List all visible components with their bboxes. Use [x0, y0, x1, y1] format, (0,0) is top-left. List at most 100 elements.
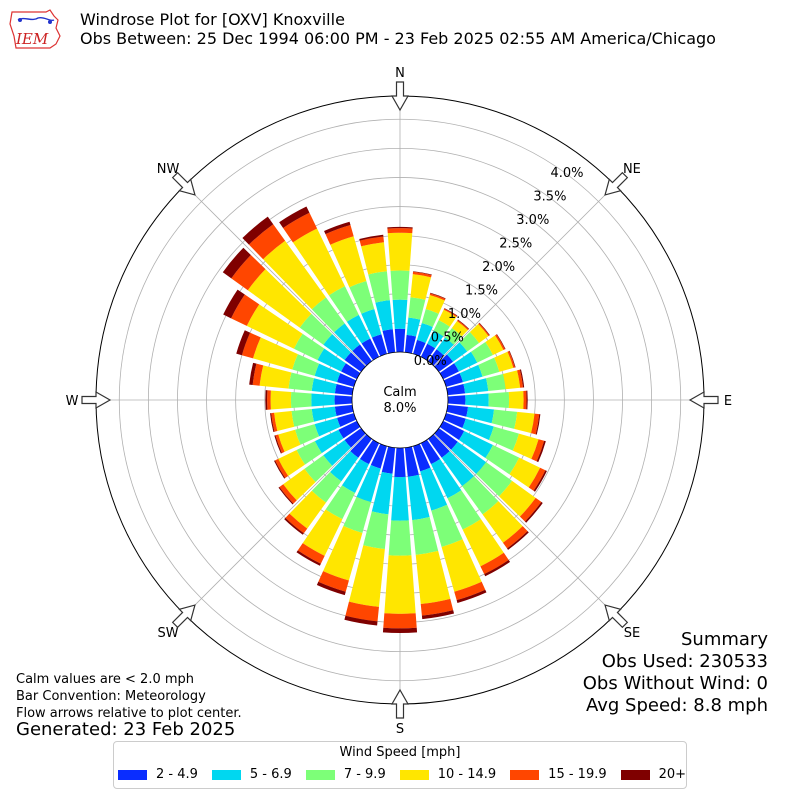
wind-bar-segment: [438, 309, 457, 327]
wind-bar-segment: [359, 234, 384, 241]
legend-item: 20+: [620, 767, 687, 782]
wind-bar-segment: [359, 236, 384, 247]
compass-label-n: N: [395, 66, 405, 81]
wind-bar-segment: [412, 271, 432, 278]
wind-bar-segment: [302, 509, 343, 556]
wind-bar-segment: [311, 297, 345, 333]
wind-bar-segment: [278, 429, 301, 452]
grid-spoke: [184, 433, 367, 616]
wind-bar-segment: [433, 320, 450, 337]
wind-bar-segment: [485, 335, 504, 356]
wind-bar-segment: [485, 444, 520, 475]
flow-arrow-nw: [171, 171, 196, 196]
wind-bar-segment: [410, 274, 432, 300]
generated-date: Generated: 23 Feb 2025: [16, 719, 236, 740]
wind-bar-segment: [368, 271, 390, 303]
wind-bar-segment: [390, 270, 410, 300]
wind-bar-segment: [387, 226, 413, 229]
wind-bar-segment: [439, 363, 459, 380]
wind-bar-segment: [388, 520, 412, 556]
wind-bar-segment: [508, 390, 524, 410]
wind-bar-segment: [337, 373, 357, 387]
wind-bar-segment: [241, 332, 261, 359]
wind-bar-segment: [304, 455, 333, 483]
wind-bar-segment: [519, 497, 542, 522]
wind-bar-segment: [465, 393, 489, 407]
wind-bar-segment: [535, 414, 541, 435]
wind-bar-segment: [462, 418, 494, 440]
wind-bar-segment: [392, 299, 408, 329]
wind-bar-segment: [246, 304, 303, 349]
legend-swatch: [305, 769, 335, 780]
flow-arrow-s: [390, 688, 410, 719]
wind-bar-segment: [430, 292, 446, 299]
wind-bar-segment: [231, 294, 260, 326]
wind-bar-segment: [436, 337, 454, 356]
wind-bar-segment: [488, 392, 510, 408]
legend-swatch: [118, 769, 147, 780]
wind-bar-segment: [480, 552, 509, 575]
wind-bar-segment: [263, 240, 326, 310]
grid-spoke: [433, 184, 616, 367]
wind-bar-segment: [311, 378, 337, 394]
wind-bar-segment: [278, 486, 294, 505]
legend-label: 10 - 14.9: [437, 767, 497, 782]
wind-bar-segment: [491, 409, 518, 429]
wind-bar-segment: [441, 451, 475, 487]
wind-bar-segment: [519, 369, 525, 388]
radial-tick-label: 2.5%: [499, 236, 532, 251]
wind-bar-segment: [259, 365, 292, 389]
wind-bar-segment: [341, 458, 369, 493]
wind-bar-segment: [382, 329, 396, 354]
wind-bar-segment: [314, 363, 341, 383]
wind-bar-segment: [444, 308, 458, 317]
wind-bar-segment: [431, 458, 462, 499]
wind-bar-segment: [421, 309, 439, 328]
legend-item: 10 - 14.9: [399, 767, 497, 782]
wind-bar-segment: [349, 281, 375, 314]
wind-bar-segment: [507, 531, 529, 550]
legend: Wind Speed [mph] 2 - 4.9 5 - 6.9 7 - 9.9…: [113, 741, 687, 789]
wind-bar-segment: [434, 354, 454, 372]
wind-bar-segment: [428, 434, 450, 458]
wind-bar-segment: [292, 354, 320, 376]
wind-bar-segment: [311, 406, 337, 422]
wind-bar-segment: [459, 332, 480, 352]
calm-definition-note: Calm values are < 2.0 mph: [16, 672, 195, 687]
wind-bar-segment: [311, 393, 335, 407]
legend-label: 20+: [658, 767, 687, 782]
wind-bar-segment: [344, 428, 366, 448]
wind-bar-segment: [356, 465, 381, 503]
wind-bar-segment: [445, 328, 462, 345]
wind-bar-segment: [421, 610, 455, 620]
wind-bar-segment: [454, 581, 486, 601]
wind-bar-segment: [314, 429, 344, 454]
wind-bar-segment: [446, 342, 468, 362]
wind-bar-segment: [507, 350, 516, 368]
wind-bar-segment: [317, 348, 346, 372]
wind-bar-segment: [434, 428, 458, 450]
wind-bar-segment: [488, 426, 519, 451]
wind-bar-segment: [431, 504, 463, 547]
wind-bar-segment: [458, 431, 493, 459]
wind-bar-segment: [297, 543, 325, 564]
wind-bar-segment: [384, 555, 416, 614]
iem-logo: IEM: [9, 9, 61, 49]
wind-bar-segment: [451, 441, 487, 475]
wind-bar-segment: [296, 441, 322, 465]
wind-bar-segment: [443, 373, 463, 387]
wind-bar-segment: [420, 598, 454, 616]
wind-bar-segment: [476, 462, 513, 497]
flow-arrows-note: Flow arrows relative to plot center.: [16, 706, 242, 721]
wind-bar-segment: [420, 343, 436, 361]
wind-bar-segment: [338, 420, 361, 439]
wind-bar-segment: [363, 511, 389, 550]
wind-bar-segment: [439, 420, 465, 441]
wind-bar-segment: [486, 373, 506, 392]
wind-bar-segment: [509, 350, 516, 368]
radial-tick-label: 0.5%: [431, 331, 464, 346]
wind-bar-segment: [299, 313, 333, 345]
wind-bar-segment: [285, 513, 308, 534]
wind-bar-segment: [496, 334, 506, 350]
